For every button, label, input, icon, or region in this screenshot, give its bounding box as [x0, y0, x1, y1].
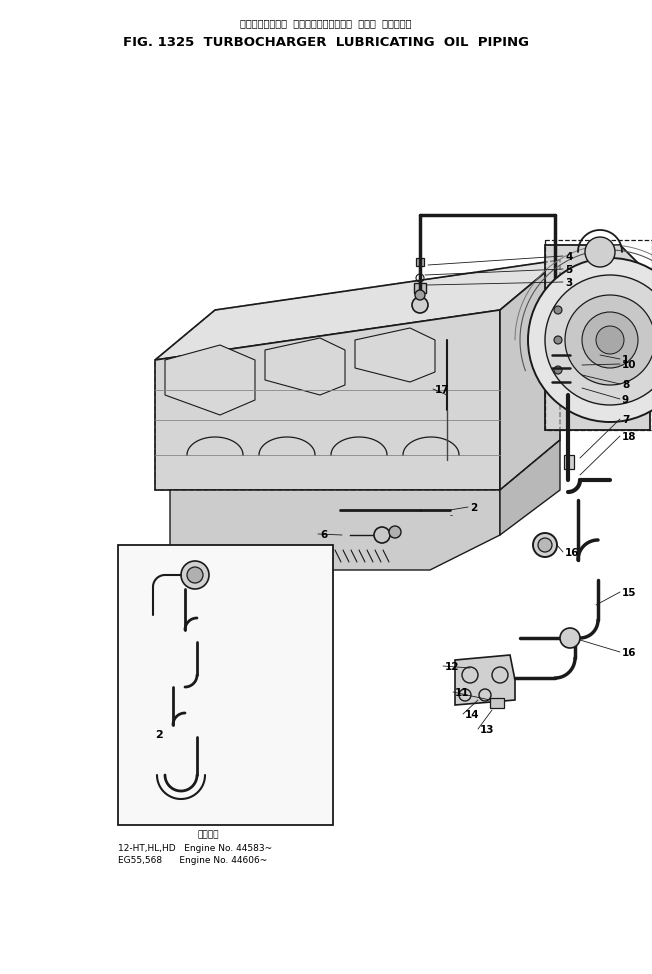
Bar	[416, 258, 424, 266]
Text: 10: 10	[622, 360, 636, 370]
Circle shape	[181, 561, 209, 589]
Polygon shape	[500, 260, 560, 490]
Circle shape	[582, 312, 638, 368]
Circle shape	[554, 306, 562, 314]
Text: 2: 2	[470, 503, 477, 513]
Text: FIG. 1325  TURBOCHARGER  LUBRICATING  OIL  PIPING: FIG. 1325 TURBOCHARGER LUBRICATING OIL P…	[123, 36, 529, 49]
Circle shape	[554, 366, 562, 374]
Text: 適用号機: 適用号機	[198, 830, 220, 839]
Polygon shape	[170, 490, 500, 570]
Polygon shape	[545, 245, 650, 430]
Polygon shape	[455, 655, 515, 705]
Circle shape	[415, 290, 425, 300]
Bar	[490, 698, 504, 708]
Text: 17: 17	[435, 385, 450, 395]
Bar	[570, 364, 580, 372]
Text: 18: 18	[622, 432, 636, 442]
Circle shape	[596, 326, 624, 354]
Circle shape	[560, 628, 580, 648]
Text: 1: 1	[622, 355, 629, 365]
Text: 12: 12	[445, 662, 460, 672]
Text: 15: 15	[622, 588, 636, 598]
Bar	[570, 378, 580, 386]
Text: EG55,568      Engine No. 44606~: EG55,568 Engine No. 44606~	[118, 856, 267, 865]
Circle shape	[538, 538, 552, 552]
Circle shape	[374, 527, 390, 543]
Polygon shape	[265, 338, 345, 395]
Text: 3: 3	[565, 278, 572, 288]
Polygon shape	[500, 440, 560, 535]
Circle shape	[533, 533, 557, 557]
Polygon shape	[155, 260, 560, 360]
Text: 12-HT,HL,HD   Engine No. 44583~: 12-HT,HL,HD Engine No. 44583~	[118, 844, 272, 853]
Text: 9: 9	[622, 395, 629, 405]
Text: 5: 5	[565, 265, 572, 275]
Text: 7: 7	[622, 415, 629, 425]
Bar	[118, 545, 333, 825]
Circle shape	[565, 295, 652, 385]
Circle shape	[554, 336, 562, 344]
Text: ターボチャージャ  ルーブリケーティング  オイル  パイピング: ターボチャージャ ルーブリケーティング オイル パイピング	[240, 18, 412, 28]
Polygon shape	[155, 310, 500, 490]
Polygon shape	[355, 328, 435, 382]
Bar	[564, 455, 574, 469]
Circle shape	[187, 567, 203, 583]
Bar	[570, 351, 580, 359]
Text: 16: 16	[622, 648, 636, 658]
Polygon shape	[545, 290, 570, 385]
Text: 16: 16	[565, 548, 580, 558]
Text: 8: 8	[622, 380, 629, 390]
Circle shape	[528, 258, 652, 422]
Text: 13: 13	[480, 725, 494, 735]
Text: 14: 14	[465, 710, 480, 720]
Circle shape	[412, 297, 428, 313]
Text: 11: 11	[455, 688, 469, 698]
Bar	[414, 283, 426, 293]
Polygon shape	[165, 345, 255, 415]
Circle shape	[585, 237, 615, 267]
Text: 2: 2	[155, 730, 163, 740]
Circle shape	[545, 275, 652, 405]
Circle shape	[389, 526, 401, 538]
Text: 4: 4	[565, 252, 572, 262]
Text: 6: 6	[320, 530, 327, 540]
